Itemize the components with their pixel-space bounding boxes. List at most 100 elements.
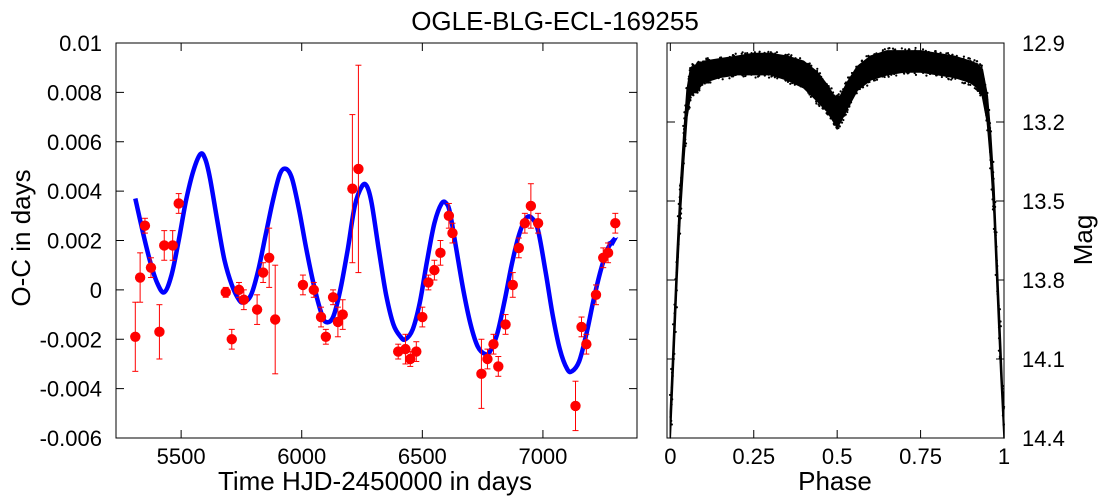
light-curve-point [670, 386, 673, 389]
point-marker [145, 262, 157, 273]
light-curve-point [839, 90, 842, 93]
light-curve-point [827, 84, 830, 88]
light-curve-point [865, 55, 868, 58]
x-tick-label: 0.75 [899, 444, 942, 469]
light-curve-point [818, 72, 822, 75]
light-curve-point [680, 212, 683, 215]
y-tick-label: 14.1 [1022, 347, 1065, 372]
oc-data-point [327, 289, 339, 306]
light-curve-point [789, 82, 792, 85]
light-curve-point [681, 157, 685, 160]
oc-data-point [488, 333, 499, 355]
y-tick-label: 0.004 [47, 179, 102, 204]
light-curve-point [836, 96, 840, 99]
light-curve-point [992, 205, 995, 208]
lc-tick-labels: 0 0.25 0.5 0.75 1 12.9 13.2 13.5 13.8 14.1 14.4 [664, 31, 1065, 469]
oc-data-point [257, 262, 269, 283]
light-curve-point [750, 51, 753, 55]
light-curve-point [904, 48, 907, 51]
light-curve-point [808, 93, 811, 96]
light-curve-point [996, 264, 999, 268]
point-marker [519, 218, 531, 229]
oc-data-point [337, 299, 348, 330]
light-curve-point [914, 73, 918, 77]
light-curve-point [984, 111, 988, 114]
light-curve-point [867, 81, 870, 84]
oc-points-series [130, 64, 621, 432]
light-curve-point [927, 50, 930, 54]
point-marker [443, 210, 455, 222]
light-curve-point [675, 306, 678, 309]
light-curve-point [900, 47, 903, 50]
light-curve-point [842, 88, 845, 91]
light-curve-point [883, 75, 886, 79]
light-curve-point [672, 341, 675, 345]
light-curve-point [845, 81, 848, 84]
light-curve-point [682, 154, 685, 157]
light-curve-point [793, 83, 796, 86]
light-curve-point [978, 63, 982, 66]
light-curve-band [669, 50, 1005, 439]
light-curve-point [816, 72, 819, 75]
light-curve-point [696, 88, 699, 91]
light-curve-point [746, 52, 749, 55]
point-marker [400, 343, 411, 355]
point-marker [347, 183, 358, 194]
oc-data-point [233, 281, 245, 298]
light-curve-point [887, 74, 890, 77]
oc-model-series [133, 151, 619, 375]
point-marker [411, 346, 422, 357]
light-curve-point [794, 57, 797, 60]
point-marker [308, 284, 319, 296]
point-marker [233, 284, 245, 296]
light-curve-point [767, 73, 770, 76]
light-curve-point [838, 125, 841, 128]
oc-data-point [226, 328, 237, 350]
oc-data-point [423, 274, 434, 291]
oc-tick-labels: 5500 6000 6500 7000 -0.006 -0.004 -0.002 0 0.002… [40, 31, 568, 469]
light-curve-point [679, 183, 682, 186]
light-curve-point [875, 78, 879, 81]
light-curve-point [846, 108, 849, 111]
light-curve-point [935, 74, 938, 77]
light-curve-point [860, 59, 864, 62]
light-curve-point [728, 77, 731, 80]
light-curve-point [848, 103, 851, 106]
light-curve-panel: 0 0.25 0.5 0.75 1 12.9 13.2 13.5 13.8 14.1 14.4 Ph… [664, 31, 1098, 496]
light-curve-point [962, 82, 966, 85]
point-marker [263, 252, 275, 263]
light-curve-point [816, 67, 819, 70]
light-curve-point [970, 81, 973, 85]
point-marker [159, 240, 170, 251]
point-marker [297, 279, 309, 291]
oc-data-point [576, 316, 587, 338]
light-curve-point [997, 349, 1001, 352]
point-marker [139, 220, 151, 231]
light-curve-point [791, 81, 794, 85]
oc-y-axis-label: O-C in days [6, 169, 36, 306]
oc-data-point [263, 227, 275, 288]
light-curve-point [976, 60, 979, 63]
light-curve-point [976, 63, 979, 66]
light-curve-point [753, 51, 756, 54]
y-tick-label: 0.008 [47, 80, 102, 105]
point-marker [525, 200, 537, 212]
point-marker [429, 264, 440, 276]
light-curve-point [968, 57, 972, 60]
point-marker [167, 240, 178, 251]
y-tick-label: 0.002 [47, 229, 102, 254]
oc-model-arrow [607, 237, 619, 247]
oc-axes [115, 42, 638, 439]
light-curve-point [675, 289, 678, 292]
oc-data-point [482, 348, 493, 370]
light-curve-point [688, 69, 691, 72]
light-curve-point [816, 69, 819, 73]
light-curve-point [676, 215, 680, 218]
light-curve-point [840, 121, 844, 124]
light-curve-point [798, 57, 802, 60]
light-curve-point [844, 85, 847, 88]
point-marker [435, 247, 446, 259]
light-curve-point [891, 47, 895, 50]
light-curve-point [846, 110, 849, 114]
oc-data-point [347, 114, 358, 264]
